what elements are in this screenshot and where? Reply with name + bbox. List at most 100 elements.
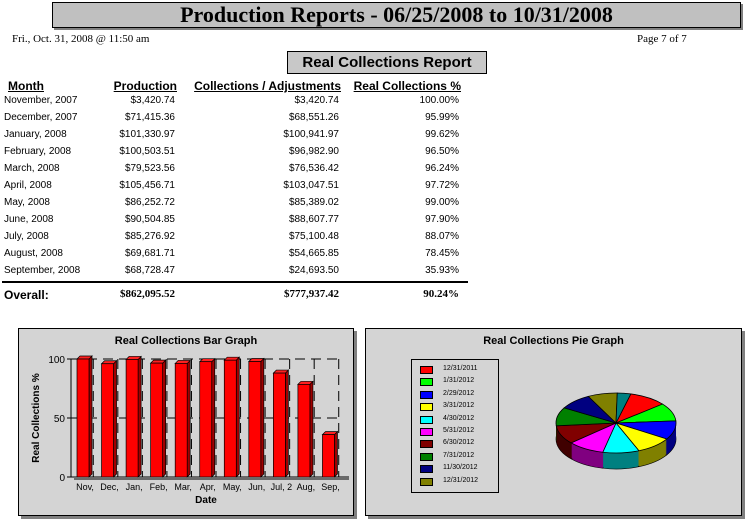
bar-side bbox=[334, 430, 338, 478]
bar bbox=[101, 363, 114, 478]
cell-month: April, 2008 bbox=[4, 180, 52, 191]
report-section-title: Real Collections Report bbox=[287, 51, 487, 74]
cell-percent: 78.45% bbox=[425, 248, 459, 259]
bar-side bbox=[235, 356, 240, 478]
cell-percent: 97.90% bbox=[425, 214, 459, 225]
cell-production: $68,728.47 bbox=[124, 265, 175, 276]
bar bbox=[273, 372, 286, 478]
bar-top bbox=[321, 431, 339, 435]
bar bbox=[297, 384, 311, 478]
legend-swatch bbox=[420, 477, 433, 486]
column-header-month: Month bbox=[8, 79, 44, 93]
bar bbox=[322, 434, 335, 478]
cell-percent: 99.62% bbox=[425, 129, 459, 140]
x-tick-label: Jun, bbox=[248, 482, 265, 492]
cell-percent: 96.50% bbox=[425, 146, 459, 157]
pie-slice bbox=[615, 392, 632, 424]
legend-swatch bbox=[420, 366, 433, 374]
cell-production: $86,252.72 bbox=[124, 197, 175, 208]
legend-swatch bbox=[420, 403, 433, 412]
overall-label: Overall: bbox=[4, 288, 49, 302]
x-tick-label: Dec, bbox=[100, 482, 119, 492]
cell-production: $79,523.56 bbox=[124, 163, 175, 174]
cell-month: November, 2007 bbox=[4, 95, 78, 106]
overall-production: $862,095.52 bbox=[120, 288, 175, 300]
cell-percent: 99.00% bbox=[425, 197, 459, 208]
cell-collections: $100,941.97 bbox=[283, 129, 339, 140]
bar-side bbox=[186, 359, 191, 478]
bar bbox=[76, 358, 90, 478]
cell-month: June, 2008 bbox=[4, 214, 54, 225]
x-tick-label: Feb, bbox=[150, 482, 168, 492]
cell-month: March, 2008 bbox=[4, 163, 60, 174]
bar-top bbox=[76, 355, 93, 360]
bar-chart: 0 50 100 Nov, Dec, Jan, Feb, Mar, Apr, May, Jun, Ju… bbox=[31, 355, 349, 506]
cell-collections: $76,536.42 bbox=[288, 163, 339, 174]
cell-month: August, 2008 bbox=[4, 248, 63, 259]
x-tick-label: Mar, bbox=[174, 482, 192, 492]
cell-percent: 95.99% bbox=[425, 112, 459, 123]
x-tick-label: Nov, bbox=[76, 482, 94, 492]
cell-percent: 97.72% bbox=[425, 180, 459, 191]
bar bbox=[150, 362, 163, 478]
bar bbox=[199, 361, 213, 478]
x-tick-label: Sep, bbox=[321, 482, 340, 492]
cell-production: $85,276.92 bbox=[124, 231, 175, 242]
page-number: Page 7 of 7 bbox=[637, 33, 687, 45]
bar-top bbox=[223, 356, 241, 361]
pie-graph-title: Real Collections Pie Graph bbox=[483, 335, 624, 347]
bar-side bbox=[211, 357, 216, 478]
bar-top bbox=[297, 381, 314, 385]
x-tick-label: Apr, bbox=[200, 482, 216, 492]
cell-production: $101,330.97 bbox=[119, 129, 175, 140]
cell-percent: 35.93% bbox=[425, 265, 459, 276]
y-tick-label: 100 bbox=[48, 355, 65, 366]
legend-label: 1/31/2012 bbox=[443, 377, 475, 385]
bar bbox=[125, 359, 139, 478]
report-date: Fri., Oct. 31, 2008 @ 11:50 am bbox=[12, 33, 150, 45]
x-axis-label: Date bbox=[195, 495, 217, 506]
bar-side bbox=[309, 380, 314, 478]
legend-label: 12/31/2011 bbox=[443, 365, 478, 372]
bar-graph-panel: Real Collections Bar Graph 0 50 100 Nov, Dec… bbox=[18, 328, 354, 516]
legend-swatch bbox=[420, 428, 433, 436]
cell-collections: $88,607.77 bbox=[288, 214, 339, 225]
cell-month: February, 2008 bbox=[4, 146, 72, 157]
legend-label: 11/30/2012 bbox=[443, 464, 478, 472]
bar-graph-title: Real Collections Bar Graph bbox=[114, 335, 258, 347]
cell-collections: $96,982.90 bbox=[288, 146, 339, 157]
overall-percent: 90.24% bbox=[423, 288, 459, 300]
total-divider bbox=[2, 281, 468, 283]
cell-collections: $3,420.74 bbox=[294, 95, 340, 106]
bar-side bbox=[113, 359, 117, 478]
bar-top bbox=[174, 360, 192, 364]
legend-label: 4/30/2012 bbox=[443, 414, 475, 422]
report-banner-title: Production Reports - 06/25/2008 to 10/31… bbox=[52, 2, 741, 28]
y-axis-label: Real Collections % bbox=[31, 373, 42, 463]
legend-label: 6/30/2012 bbox=[443, 439, 475, 447]
bar-top bbox=[125, 356, 142, 360]
cell-collections: $24,693.50 bbox=[288, 265, 339, 276]
cell-collections: $103,047.51 bbox=[283, 180, 339, 191]
bar-top bbox=[149, 359, 167, 364]
x-tick-label: Aug, bbox=[297, 482, 316, 492]
legend-label: 12/31/2012 bbox=[443, 476, 479, 484]
legend-swatch bbox=[420, 465, 433, 474]
cell-production: $71,415.36 bbox=[124, 112, 175, 123]
bar-side bbox=[285, 369, 289, 478]
cell-month: September, 2008 bbox=[4, 265, 81, 276]
bar-top bbox=[247, 358, 265, 362]
legend-swatch bbox=[420, 440, 433, 449]
bar-side bbox=[137, 355, 142, 478]
column-header-real-collections-pct: Real Collections % bbox=[353, 79, 461, 93]
cell-collections: $85,389.02 bbox=[288, 197, 339, 208]
x-tick-label: Jan, bbox=[126, 482, 143, 492]
x-tick-label: May, bbox=[223, 482, 242, 492]
cell-month: January, 2008 bbox=[4, 129, 67, 140]
bar-top bbox=[272, 369, 290, 374]
bar-top bbox=[198, 358, 216, 363]
legend-label: 2/29/2012 bbox=[443, 389, 475, 397]
legend-label: 3/31/2012 bbox=[443, 402, 475, 410]
legend-swatch bbox=[420, 452, 433, 461]
cell-month: December, 2007 bbox=[4, 112, 78, 123]
